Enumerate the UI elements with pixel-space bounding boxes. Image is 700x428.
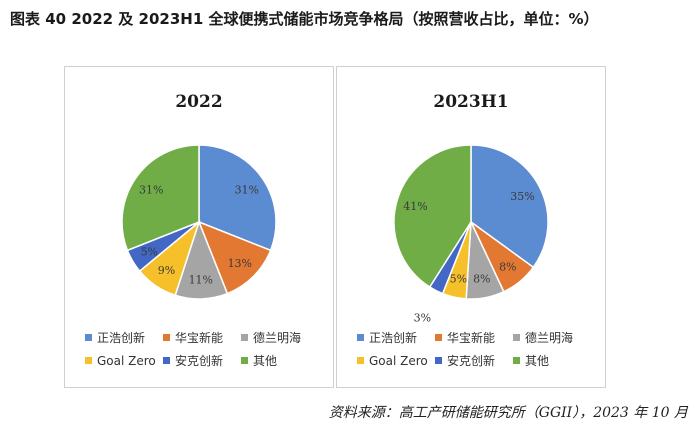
chart-panel-2022: 2022 31% 13% 11% 9% 5% 31% 正浩创新 华宝新能 德兰明海 Goal Ze…	[64, 66, 334, 388]
legend-item: 正浩创新	[85, 329, 161, 346]
legend-item: Goal Zero	[85, 352, 161, 369]
chart-title: 2023H1	[433, 92, 508, 112]
legend-label: 安克创新	[175, 354, 224, 368]
legend-label: Goal Zero	[369, 353, 428, 368]
legend-item: 华宝新能	[163, 329, 239, 346]
legend-swatch	[163, 357, 170, 364]
legend-item: 华宝新能	[435, 329, 511, 346]
chart-panel-2023h1: 2023H1 35% 8% 8% 5% 3% 41% 正浩创新 华宝新能 德兰明海 Goal Ze…	[336, 66, 606, 388]
legend-item: 德兰明海	[241, 329, 325, 346]
legend-item: 正浩创新	[357, 329, 433, 346]
legend-item: 其他	[241, 352, 325, 369]
legend-swatch	[357, 357, 364, 364]
pie-slice	[121, 144, 200, 252]
legend-item: 安克创新	[163, 352, 239, 369]
legend-swatch	[513, 334, 520, 341]
legend-swatch	[85, 334, 92, 341]
legend-label: 正浩创新	[369, 331, 418, 345]
data-label: 11%	[189, 274, 213, 287]
legend-label: 德兰明海	[525, 331, 574, 345]
data-label: 35%	[510, 190, 534, 203]
data-label: 8%	[499, 261, 516, 274]
figure-title: 图表 40 2022 及 2023H1 全球便携式储能市场竞争格局（按照营收占比…	[10, 10, 599, 28]
legend-swatch	[241, 334, 248, 341]
data-label: 8%	[473, 273, 490, 286]
data-label: 3%	[414, 311, 431, 324]
legend-swatch	[435, 357, 442, 364]
source-note: 资料来源：高工产研储能研究所（GGII），2023 年 10 月	[328, 405, 688, 421]
legend-swatch	[241, 357, 248, 364]
pie-chart-svg: 2023H1 35% 8% 8% 5% 3% 41%	[393, 92, 549, 324]
legend: 正浩创新 华宝新能 德兰明海 Goal Zero 安克创新 其他	[85, 329, 325, 369]
legend-swatch	[85, 357, 92, 364]
data-label: 5%	[450, 272, 467, 285]
pie-slice	[470, 144, 549, 269]
legend-label: 其他	[525, 354, 550, 368]
data-label: 31%	[235, 184, 259, 197]
data-label: 9%	[158, 264, 175, 277]
pie-slice	[393, 144, 472, 289]
pie-slice	[198, 144, 277, 252]
legend-label: 华宝新能	[447, 331, 496, 345]
data-label: 41%	[403, 200, 427, 213]
legend-label: 其他	[253, 354, 278, 368]
legend-swatch	[357, 334, 364, 341]
legend-label: 正浩创新	[97, 331, 146, 345]
legend-item: 安克创新	[435, 352, 511, 369]
pie-slice	[197, 220, 272, 295]
data-label: 5%	[141, 245, 158, 258]
legend-label: 德兰明海	[253, 331, 302, 345]
legend-swatch	[163, 334, 170, 341]
data-label: 13%	[228, 257, 252, 270]
chart-title: 2022	[175, 92, 222, 112]
legend-item: Goal Zero	[357, 352, 433, 369]
legend-label: 华宝新能	[175, 331, 224, 345]
legend-label: Goal Zero	[97, 353, 156, 368]
legend-swatch	[435, 334, 442, 341]
legend-item: 德兰明海	[513, 329, 597, 346]
legend-swatch	[513, 357, 520, 364]
legend-label: 安克创新	[447, 354, 496, 368]
data-label: 31%	[139, 184, 163, 197]
legend-item: 其他	[513, 352, 597, 369]
pie-chart-svg: 2022 31% 13% 11% 9%5% 31%	[121, 92, 277, 300]
legend: 正浩创新 华宝新能 德兰明海 Goal Zero 安克创新 其他	[357, 329, 597, 369]
